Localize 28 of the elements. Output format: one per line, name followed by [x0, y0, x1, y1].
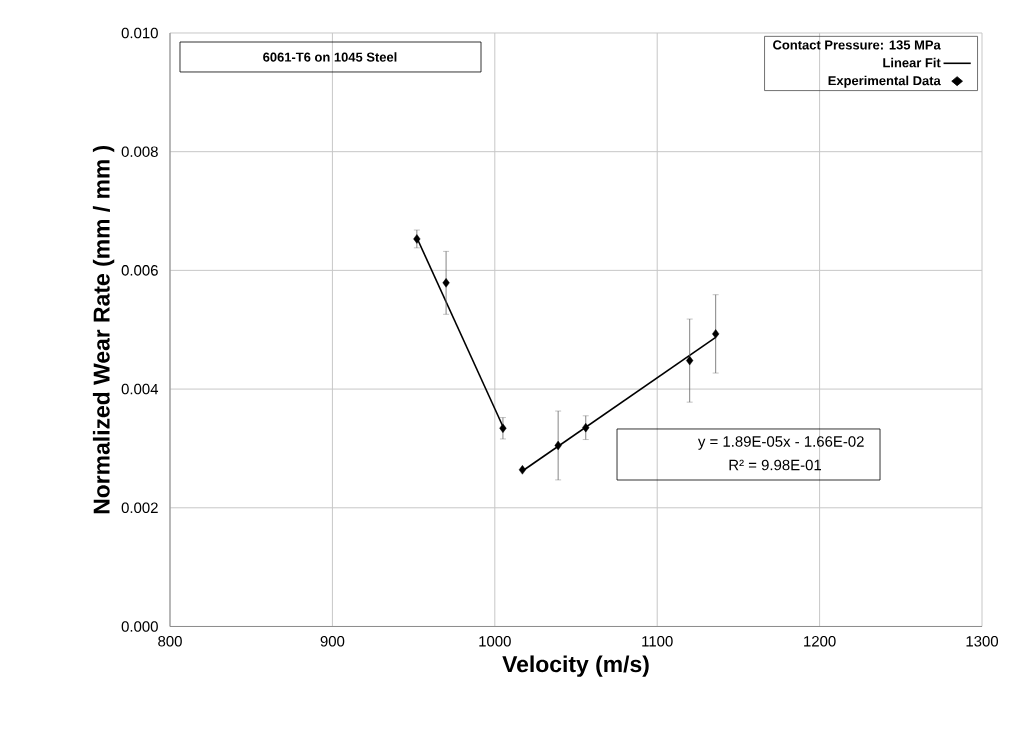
x-tick-label: 1000 — [479, 636, 511, 647]
x-tick-label: 1100 — [642, 636, 673, 647]
point — [582, 422, 590, 433]
x-tick-label: 800 — [158, 636, 182, 647]
x-tick-label: 1300 — [966, 636, 999, 647]
point — [554, 440, 562, 451]
annotation: y = 1.89E-05x - 1.66E-02 — [697, 436, 864, 450]
y-tick-label: 0.008 — [121, 146, 158, 157]
legend-label: Experimental Data — [828, 75, 941, 88]
y-tick-label: 0.002 — [121, 502, 158, 514]
y-tick-label: 0.006 — [121, 265, 158, 276]
annotation: 6061-T6 on 1045 Steel — [263, 52, 397, 62]
y-tick-label: 0.004 — [121, 383, 159, 395]
x-tick-label: 1200 — [804, 636, 836, 647]
point — [712, 329, 720, 339]
legend-label: Linear Fit — [883, 57, 941, 68]
annotation: R² = 9.98E-01 — [729, 459, 821, 471]
point — [442, 278, 450, 288]
x-axis-title: Velocity (m/s) — [502, 655, 649, 677]
point — [413, 234, 421, 244]
y-tick-label: 0.000 — [121, 621, 158, 632]
y-tick-label: 0.010 — [121, 27, 158, 39]
point — [518, 465, 526, 475]
y-axis-title: Normalized Wear Rate (mm / mm ) — [92, 145, 115, 514]
point — [499, 423, 507, 433]
point — [686, 355, 694, 366]
legend-title: Contact Pressure: 135 MPa — [773, 40, 941, 50]
x-tick-label: 900 — [320, 636, 345, 647]
